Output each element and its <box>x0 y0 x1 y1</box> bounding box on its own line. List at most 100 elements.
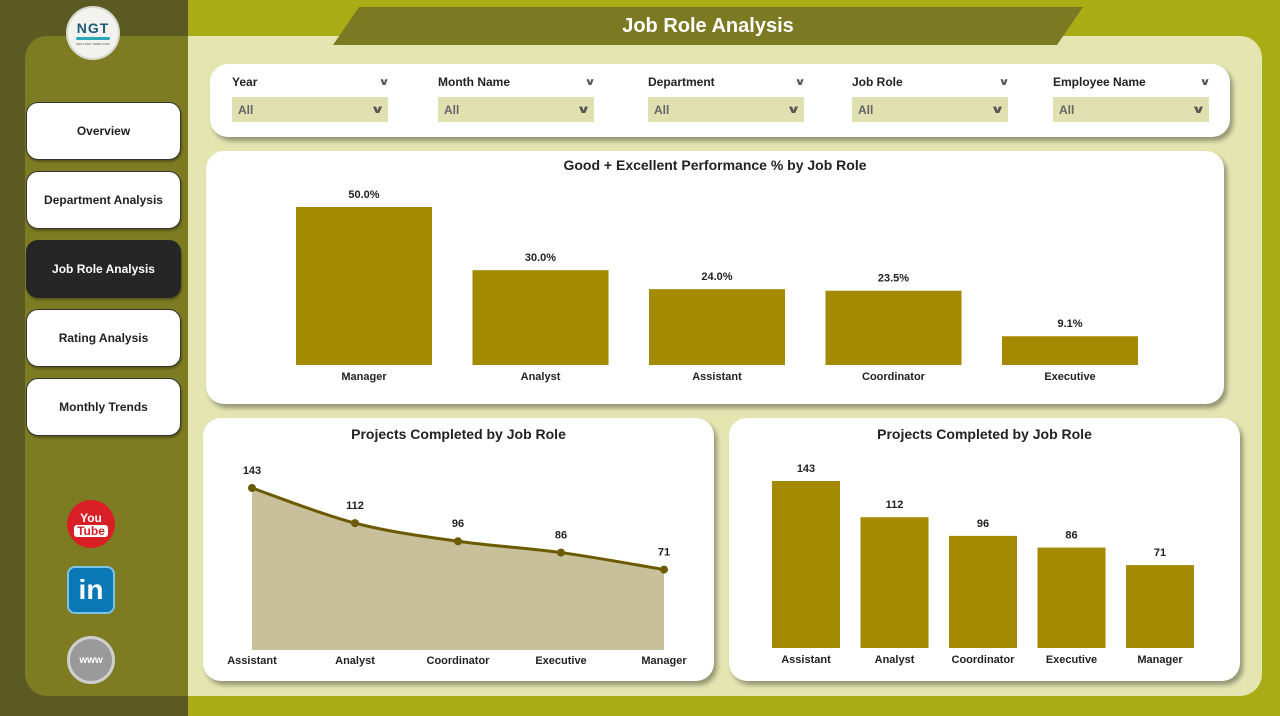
filter-header[interactable]: Month Name ∨ <box>438 73 596 91</box>
filter-department: Department ∨ All ∨ <box>648 73 806 122</box>
bar <box>296 207 432 365</box>
nav-label: Monthly Trends <box>59 400 148 414</box>
x-tick-label: Manager <box>341 371 387 383</box>
data-label: 9.1% <box>1057 318 1082 330</box>
bar <box>825 290 962 365</box>
projects-area-chart: 143 Assistant 112 Analyst 96 Coordinator 86 Exe… <box>227 465 687 667</box>
data-label: 86 <box>555 530 567 542</box>
data-label: 112 <box>886 499 904 511</box>
filter-dropdown[interactable]: All ∨ <box>852 97 1008 122</box>
x-tick-label: Analyst <box>335 655 375 667</box>
data-label: 30.0% <box>525 252 556 264</box>
bar <box>1126 565 1194 648</box>
youtube-tube-text: Tube <box>74 524 108 537</box>
chevron-down-icon[interactable]: ∨ <box>998 76 1010 88</box>
chevron-down-icon[interactable]: ∨ <box>584 76 596 88</box>
logo: NGT NEXT GEN TEMPLATES <box>66 6 120 60</box>
data-point <box>248 484 256 492</box>
filter-dropdown[interactable]: All ∨ <box>648 97 804 122</box>
data-label: 71 <box>658 547 670 559</box>
chevron-down-icon[interactable]: ∨ <box>794 76 806 88</box>
data-label: 86 <box>1065 530 1077 542</box>
linkedin-text: in <box>78 574 104 605</box>
nav-label: Overview <box>76 124 131 138</box>
x-tick-label: Coordinator <box>952 654 1016 666</box>
logo-text: NGT <box>76 20 110 36</box>
nav-label: Rating Analysis <box>58 331 149 345</box>
x-tick-label: Manager <box>1137 654 1183 666</box>
filter-header[interactable]: Year ∨ <box>232 73 390 91</box>
chevron-down-icon: ∨ <box>990 104 1005 116</box>
x-tick-label: Executive <box>1046 654 1097 666</box>
data-point <box>454 537 462 546</box>
title-banner: Job Role Analysis <box>333 7 1083 45</box>
data-point <box>660 565 668 574</box>
x-tick-label: Executive <box>1044 371 1095 383</box>
website-globe-icon[interactable]: www <box>67 636 115 684</box>
x-tick-label: Coordinator <box>427 655 491 667</box>
data-label: 143 <box>243 465 261 477</box>
data-label: 23.5% <box>878 273 909 285</box>
data-label: 143 <box>797 463 815 475</box>
bar <box>860 517 929 648</box>
data-point <box>351 519 359 528</box>
x-tick-label: Manager <box>641 655 687 667</box>
filter-label: Year <box>232 75 258 89</box>
youtube-icon[interactable]: You Tube <box>67 500 115 548</box>
web-text: www <box>79 654 103 666</box>
nav-rating-analysis-button[interactable]: Rating Analysis <box>26 309 181 367</box>
filter-month-name: Month Name ∨ All ∨ <box>438 73 596 122</box>
linkedin-icon[interactable]: in <box>67 566 115 614</box>
nav-monthly-trends-button[interactable]: Monthly Trends <box>26 378 181 436</box>
filter-year: Year ∨ All ∨ <box>232 73 390 122</box>
bar <box>772 481 840 648</box>
performance-bar-chart: 50.0% Manager 30.0% Analyst 24.0% Assistant 23… <box>296 189 1138 383</box>
bar <box>649 289 785 365</box>
bar <box>472 270 609 365</box>
filter-label: Month Name <box>438 75 510 89</box>
bar <box>1002 336 1138 365</box>
nav-label: Job Role Analysis <box>52 262 155 276</box>
nav-department-analysis-button[interactable]: Department Analysis <box>26 171 181 229</box>
chart-title: Projects Completed by Job Role <box>877 426 1092 442</box>
filter-employee-name: Employee Name ∨ All ∨ <box>1053 73 1211 122</box>
x-tick-label: Coordinator <box>862 371 926 383</box>
projects-area-chart-card: Projects Completed by Job Role 143 Assist… <box>203 418 714 681</box>
youtube-text: You <box>80 510 102 525</box>
x-tick-label: Analyst <box>875 654 915 666</box>
data-label: 112 <box>346 500 364 512</box>
bar <box>949 535 1017 648</box>
chevron-down-icon: ∨ <box>786 104 801 116</box>
filter-dropdown[interactable]: All ∨ <box>1053 97 1209 122</box>
data-label: 96 <box>977 518 989 530</box>
chevron-down-icon: ∨ <box>1191 104 1206 116</box>
area-fill <box>252 488 664 650</box>
data-label: 50.0% <box>348 189 379 201</box>
x-tick-label: Assistant <box>692 371 742 383</box>
filter-dropdown[interactable]: All ∨ <box>438 97 594 122</box>
x-tick-label: Analyst <box>521 371 561 383</box>
filter-job-role: Job Role ∨ All ∨ <box>852 73 1010 122</box>
logo-swoosh <box>76 37 110 40</box>
bar <box>1037 547 1106 648</box>
x-tick-label: Assistant <box>781 654 831 666</box>
chevron-down-icon[interactable]: ∨ <box>1199 76 1211 88</box>
filter-dropdown[interactable]: All ∨ <box>232 97 388 122</box>
filter-value: All <box>1059 102 1075 117</box>
filter-header[interactable]: Department ∨ <box>648 73 806 91</box>
logo-subtitle: NEXT GEN TEMPLATES <box>76 42 110 46</box>
chevron-down-icon: ∨ <box>370 104 385 116</box>
filter-value: All <box>858 102 874 117</box>
filter-value: All <box>654 102 670 117</box>
nav-overview-button[interactable]: Overview <box>26 102 181 160</box>
filter-header[interactable]: Job Role ∨ <box>852 73 1010 91</box>
performance-chart-card: Good + Excellent Performance % by Job Ro… <box>206 151 1224 404</box>
filter-label: Employee Name <box>1053 75 1146 89</box>
filter-header[interactable]: Employee Name ∨ <box>1053 73 1211 91</box>
data-point <box>557 548 565 557</box>
nav-job-role-analysis-button[interactable]: Job Role Analysis <box>26 240 181 298</box>
chart-title: Good + Excellent Performance % by Job Ro… <box>563 157 867 173</box>
filter-label: Job Role <box>852 75 903 89</box>
chevron-down-icon[interactable]: ∨ <box>378 76 390 88</box>
x-tick-label: Assistant <box>227 655 277 667</box>
